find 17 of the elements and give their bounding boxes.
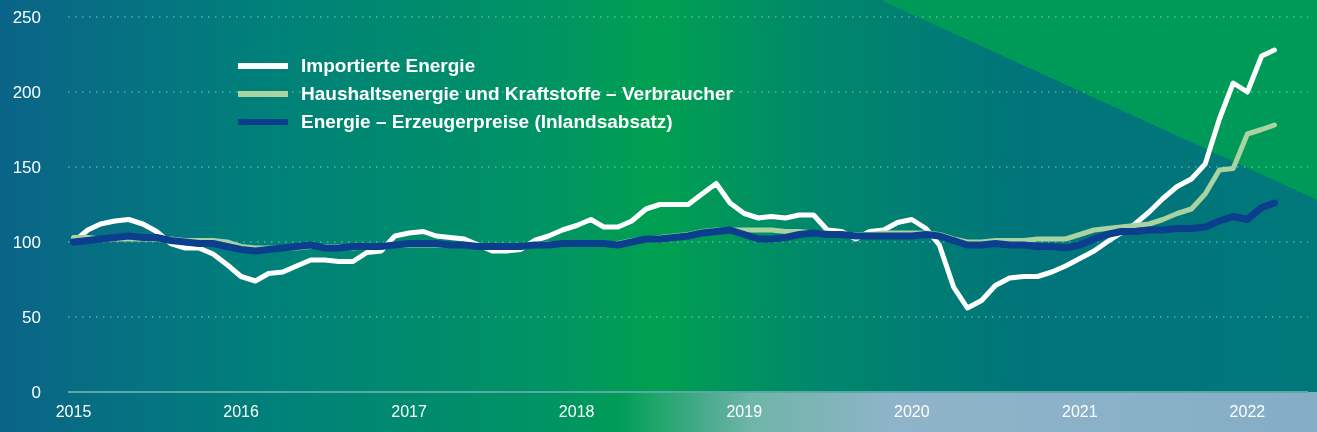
y-tick-label: 150 — [12, 158, 41, 178]
y-tick-label: 250 — [12, 8, 41, 28]
legend-label: Energie – Erzeugerpreise (Inlandsabsatz) — [301, 111, 673, 133]
x-tick-label: 2019 — [726, 403, 763, 421]
y-tick-label: 200 — [12, 83, 41, 103]
legend-label: Importierte Energie — [301, 55, 476, 77]
y-tick-label: 50 — [22, 308, 41, 328]
x-tick-label: 2021 — [1062, 403, 1098, 421]
x-tick-label: 2020 — [894, 403, 930, 421]
x-tick-label: 2018 — [558, 403, 595, 421]
legend-label: Haushaltsenergie und Kraftstoffe – Verbraucher — [301, 83, 733, 105]
x-tick-label: 2022 — [1229, 403, 1266, 421]
y-tick-label: 0 — [31, 383, 41, 403]
x-tick-label: 2016 — [223, 403, 259, 421]
y-tick-label: 100 — [12, 233, 41, 253]
x-tick-label: 2015 — [55, 403, 92, 421]
x-tick-label: 2017 — [391, 403, 427, 421]
